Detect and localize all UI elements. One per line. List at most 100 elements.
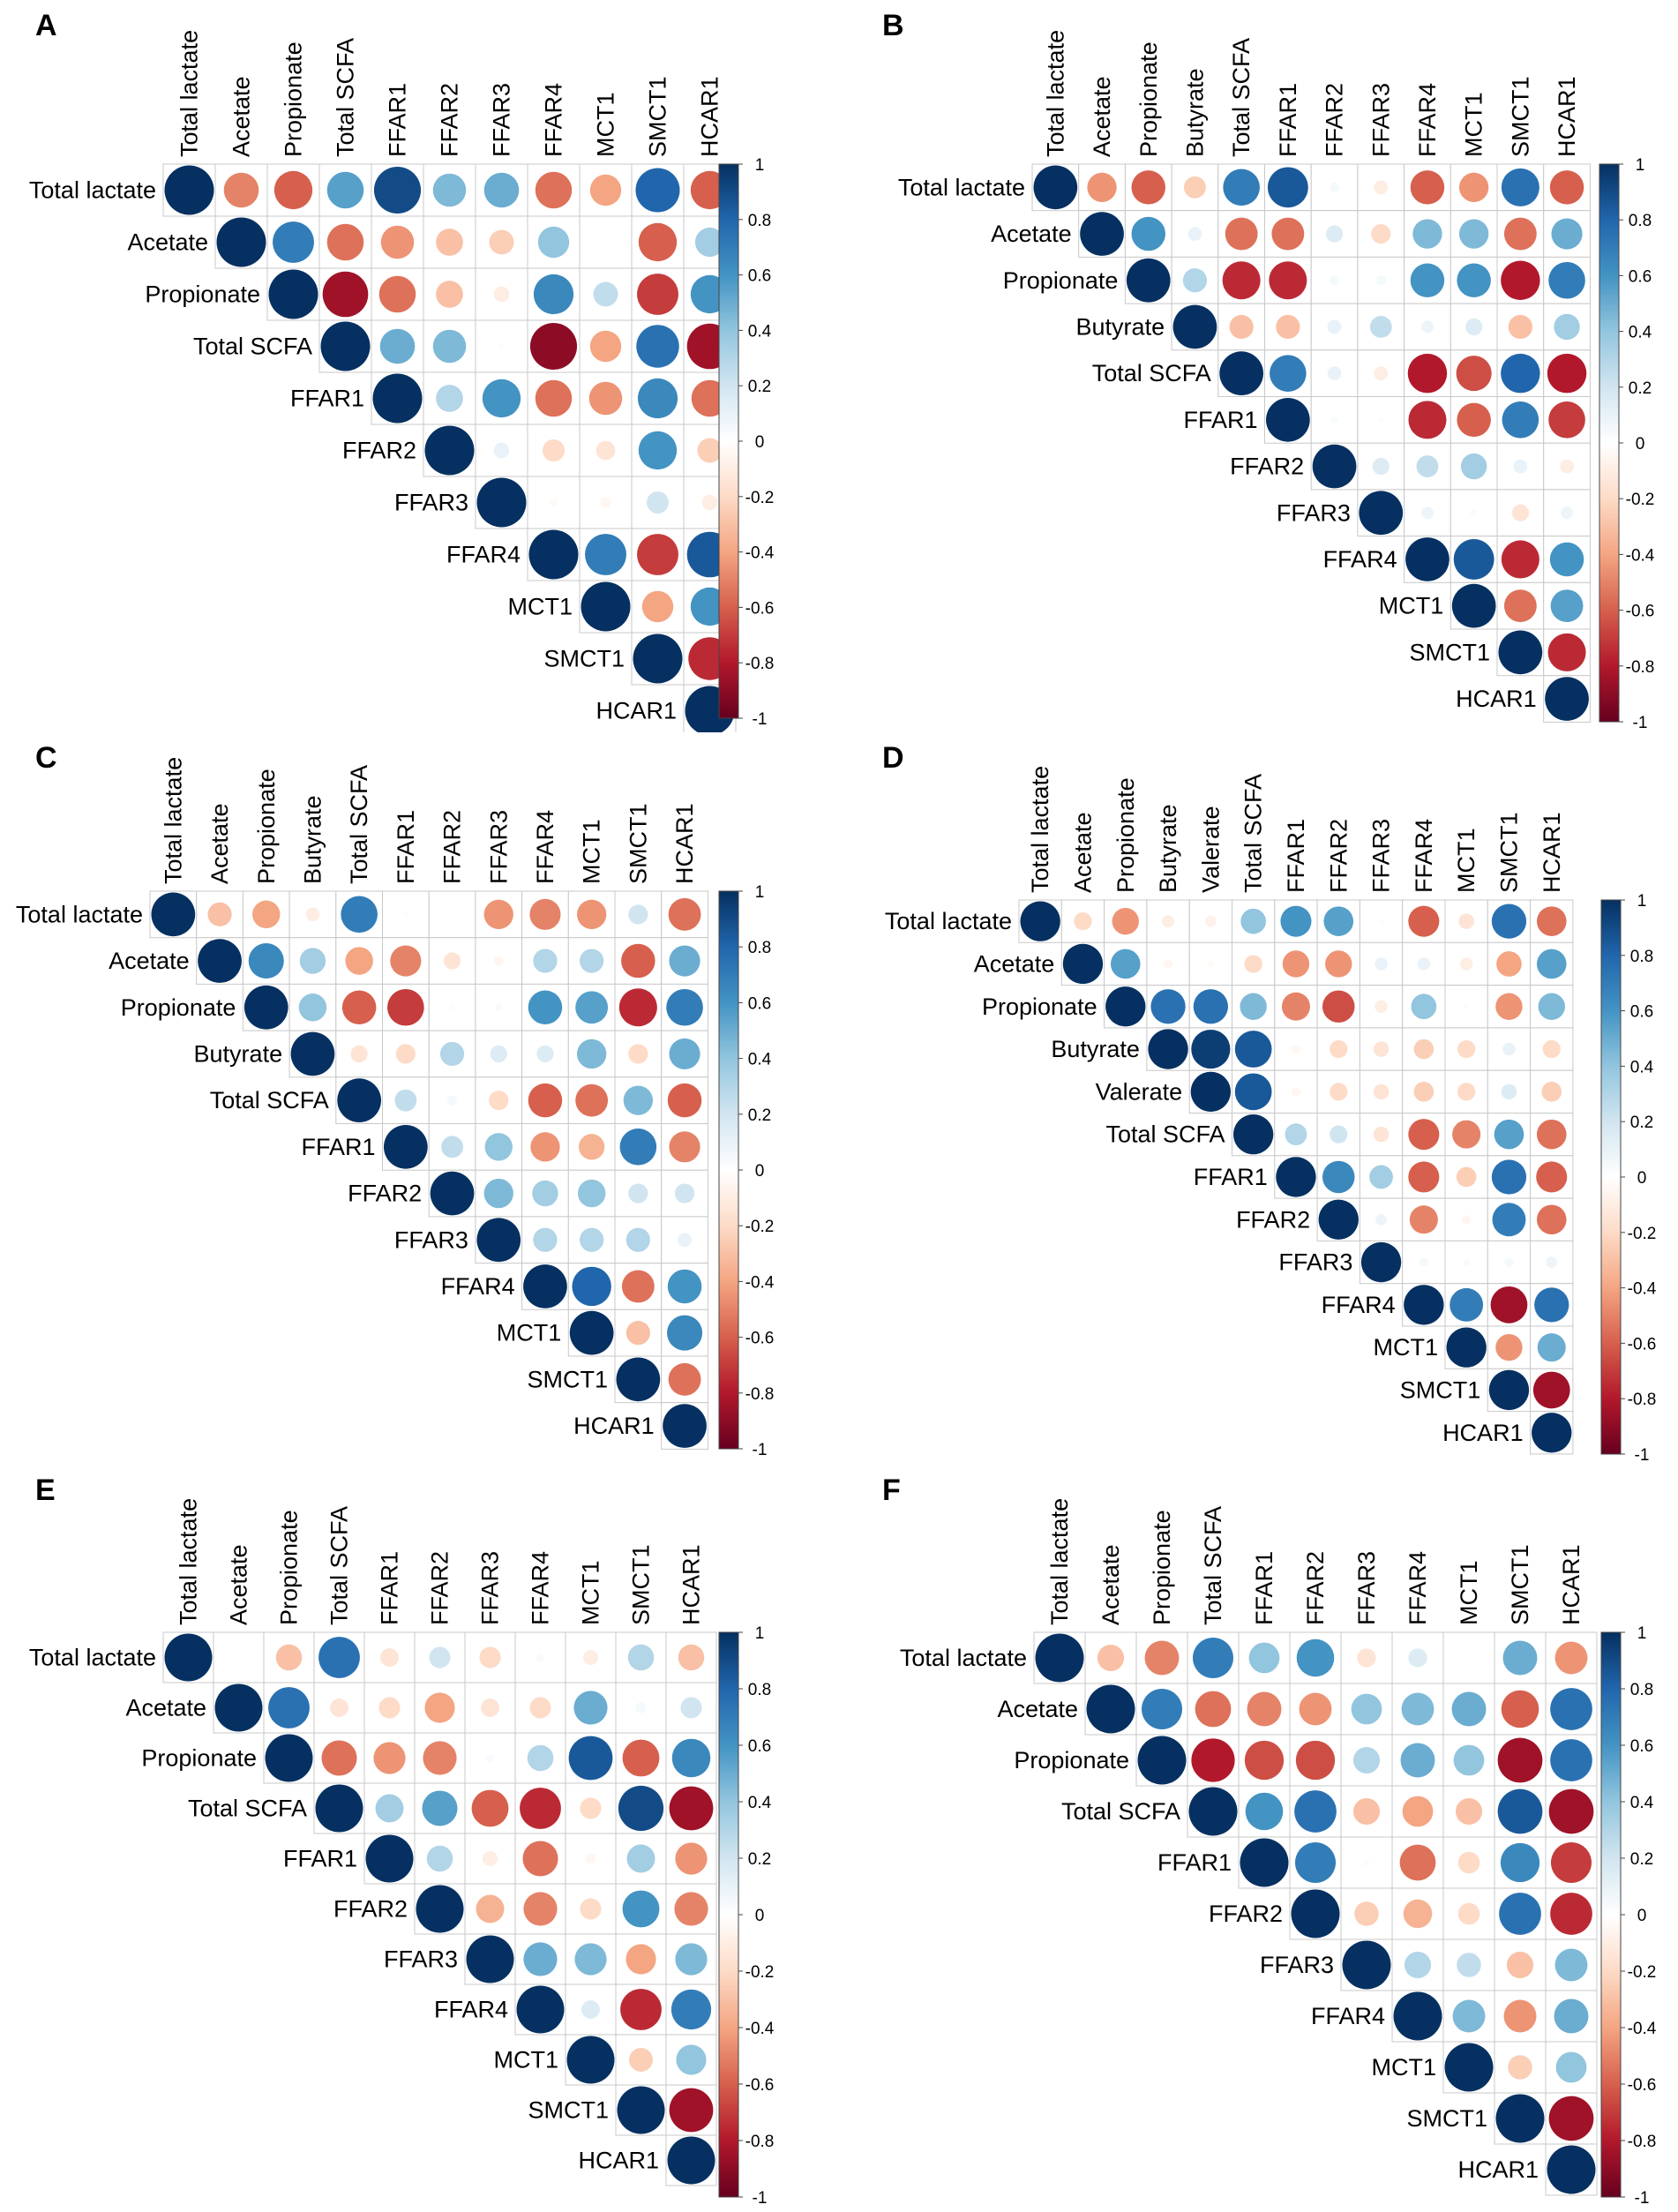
row-label: Acetate bbox=[125, 1695, 206, 1721]
correlation-circle bbox=[522, 1841, 558, 1877]
correlation-circle bbox=[674, 1183, 695, 1203]
correlation-circle bbox=[669, 2088, 714, 2133]
colorbar-tick-label: -0.2 bbox=[745, 489, 775, 507]
correlation-circle bbox=[1325, 950, 1352, 978]
colorbar-tick-label: 0 bbox=[1636, 435, 1645, 454]
correlation-circle bbox=[667, 1083, 702, 1118]
correlation-circle bbox=[669, 1131, 700, 1163]
correlation-circle bbox=[1148, 1029, 1188, 1069]
colorbar-tick-label: 0 bbox=[1637, 1907, 1647, 1925]
correlation-circle bbox=[678, 1644, 705, 1671]
correlation-circle bbox=[589, 174, 622, 206]
correlation-circle bbox=[490, 1045, 507, 1063]
colorbar-tick-label: -0.2 bbox=[1626, 491, 1655, 509]
correlation-circle bbox=[1191, 1029, 1231, 1069]
row-label: SMCT1 bbox=[1400, 1376, 1481, 1403]
column-label: Acetate bbox=[1089, 76, 1115, 157]
correlation-circle bbox=[1126, 258, 1171, 303]
colorbar-tick-label: 1 bbox=[1637, 892, 1647, 911]
correlation-circle bbox=[622, 1890, 660, 1928]
correlation-circle bbox=[585, 534, 626, 575]
colorbar-tick-label: -0.2 bbox=[745, 1963, 775, 1982]
correlation-circle bbox=[1457, 1083, 1476, 1101]
correlation-circle bbox=[1322, 990, 1355, 1024]
correlation-circle bbox=[667, 1269, 702, 1304]
correlation-circle bbox=[576, 899, 607, 930]
correlation-circle bbox=[663, 1404, 707, 1448]
column-label: Acetate bbox=[228, 76, 255, 157]
correlation-circle bbox=[441, 1136, 463, 1158]
correlation-circle bbox=[1488, 1369, 1530, 1411]
correlation-circle bbox=[1161, 914, 1175, 928]
column-label: FFAR1 bbox=[1283, 819, 1309, 893]
colorbar-tick-label: 0 bbox=[1637, 1169, 1647, 1188]
column-label: FFAR3 bbox=[1368, 819, 1395, 893]
colorbar-tick-label: 1 bbox=[755, 1624, 765, 1643]
row-label: HCAR1 bbox=[578, 2148, 659, 2174]
correlation-circle bbox=[1291, 1087, 1301, 1097]
correlation-circle bbox=[580, 1898, 602, 1920]
correlation-circle bbox=[1501, 168, 1539, 206]
colorbar-tick-label: 1 bbox=[1636, 156, 1645, 175]
column-label: Valerate bbox=[1197, 806, 1224, 893]
row-label: Acetate bbox=[974, 950, 1055, 977]
correlation-circle bbox=[1329, 275, 1340, 286]
colorbar-tick-label: -0.6 bbox=[1628, 1335, 1657, 1353]
row-label: SMCT1 bbox=[543, 646, 625, 672]
correlation-circle bbox=[1299, 1692, 1332, 1726]
correlation-circle bbox=[621, 1270, 655, 1303]
colorbar-tick-label: -0.6 bbox=[745, 599, 775, 618]
correlation-circle bbox=[626, 1227, 650, 1252]
column-label: Butyrate bbox=[1155, 804, 1181, 893]
column-label: FFAR1 bbox=[377, 1551, 403, 1625]
row-label: Total SCFA bbox=[1105, 1121, 1225, 1148]
correlation-circle bbox=[1498, 630, 1543, 675]
correlation-circle bbox=[1457, 1902, 1480, 1925]
correlogram-panel-C: C Total lactate Acetate Propionate Butyrate T… bbox=[16, 741, 775, 1459]
correlation-circle bbox=[1532, 1371, 1570, 1409]
colorbar-tick-label: -0.4 bbox=[1628, 1280, 1657, 1299]
colorbar-tick-label: 0.8 bbox=[1630, 948, 1653, 966]
colorbar-tick-label: -0.4 bbox=[1626, 546, 1655, 565]
correlation-circle bbox=[1144, 1640, 1180, 1676]
correlation-circle bbox=[387, 988, 424, 1026]
row-label: FFAR3 bbox=[394, 490, 468, 516]
correlation-circle bbox=[1248, 1642, 1280, 1674]
colorbar-tick-label: -0.6 bbox=[1628, 2076, 1657, 2095]
correlation-circle bbox=[516, 1985, 565, 2034]
row-label: FFAR3 bbox=[1278, 1249, 1352, 1276]
correlation-circle bbox=[322, 271, 369, 318]
correlation-circle bbox=[1551, 218, 1583, 250]
column-label: Total lactate bbox=[1046, 1498, 1073, 1625]
correlogram-panel-E: E Total lactate Acetate Propionate Total SCF… bbox=[29, 1473, 775, 2208]
row-label: Total lactate bbox=[900, 1645, 1027, 1671]
row-label: Butyrate bbox=[194, 1040, 283, 1067]
panel-letter: D bbox=[882, 741, 904, 775]
correlation-circle bbox=[528, 529, 579, 580]
correlation-circle bbox=[493, 442, 510, 459]
column-label: FFAR4 bbox=[532, 810, 558, 884]
correlation-circle bbox=[549, 498, 558, 507]
correlation-circle bbox=[1459, 957, 1473, 971]
colorbar bbox=[1600, 1631, 1622, 2198]
correlation-circle bbox=[1294, 1790, 1337, 1833]
correlation-circle bbox=[532, 1180, 558, 1207]
correlation-circle bbox=[432, 173, 467, 207]
colorbar bbox=[1599, 163, 1620, 723]
correlation-circle bbox=[600, 497, 611, 508]
correlation-circle bbox=[1137, 1736, 1187, 1785]
correlation-circle bbox=[1499, 1893, 1541, 1935]
correlation-circle bbox=[675, 1943, 708, 1976]
correlation-circle bbox=[1087, 172, 1117, 203]
correlation-circle bbox=[529, 1697, 551, 1719]
correlation-circle bbox=[483, 899, 513, 930]
correlation-circle bbox=[536, 1045, 554, 1063]
correlation-circle bbox=[528, 990, 563, 1024]
correlation-circle bbox=[1280, 905, 1312, 937]
correlation-circle bbox=[1207, 960, 1215, 968]
correlation-circle bbox=[1502, 401, 1539, 439]
correlation-circle bbox=[585, 1853, 596, 1864]
correlation-circle bbox=[1204, 915, 1217, 927]
grid-cell bbox=[1530, 1069, 1574, 1114]
colorbar-tick-label: -0.6 bbox=[1626, 603, 1655, 621]
